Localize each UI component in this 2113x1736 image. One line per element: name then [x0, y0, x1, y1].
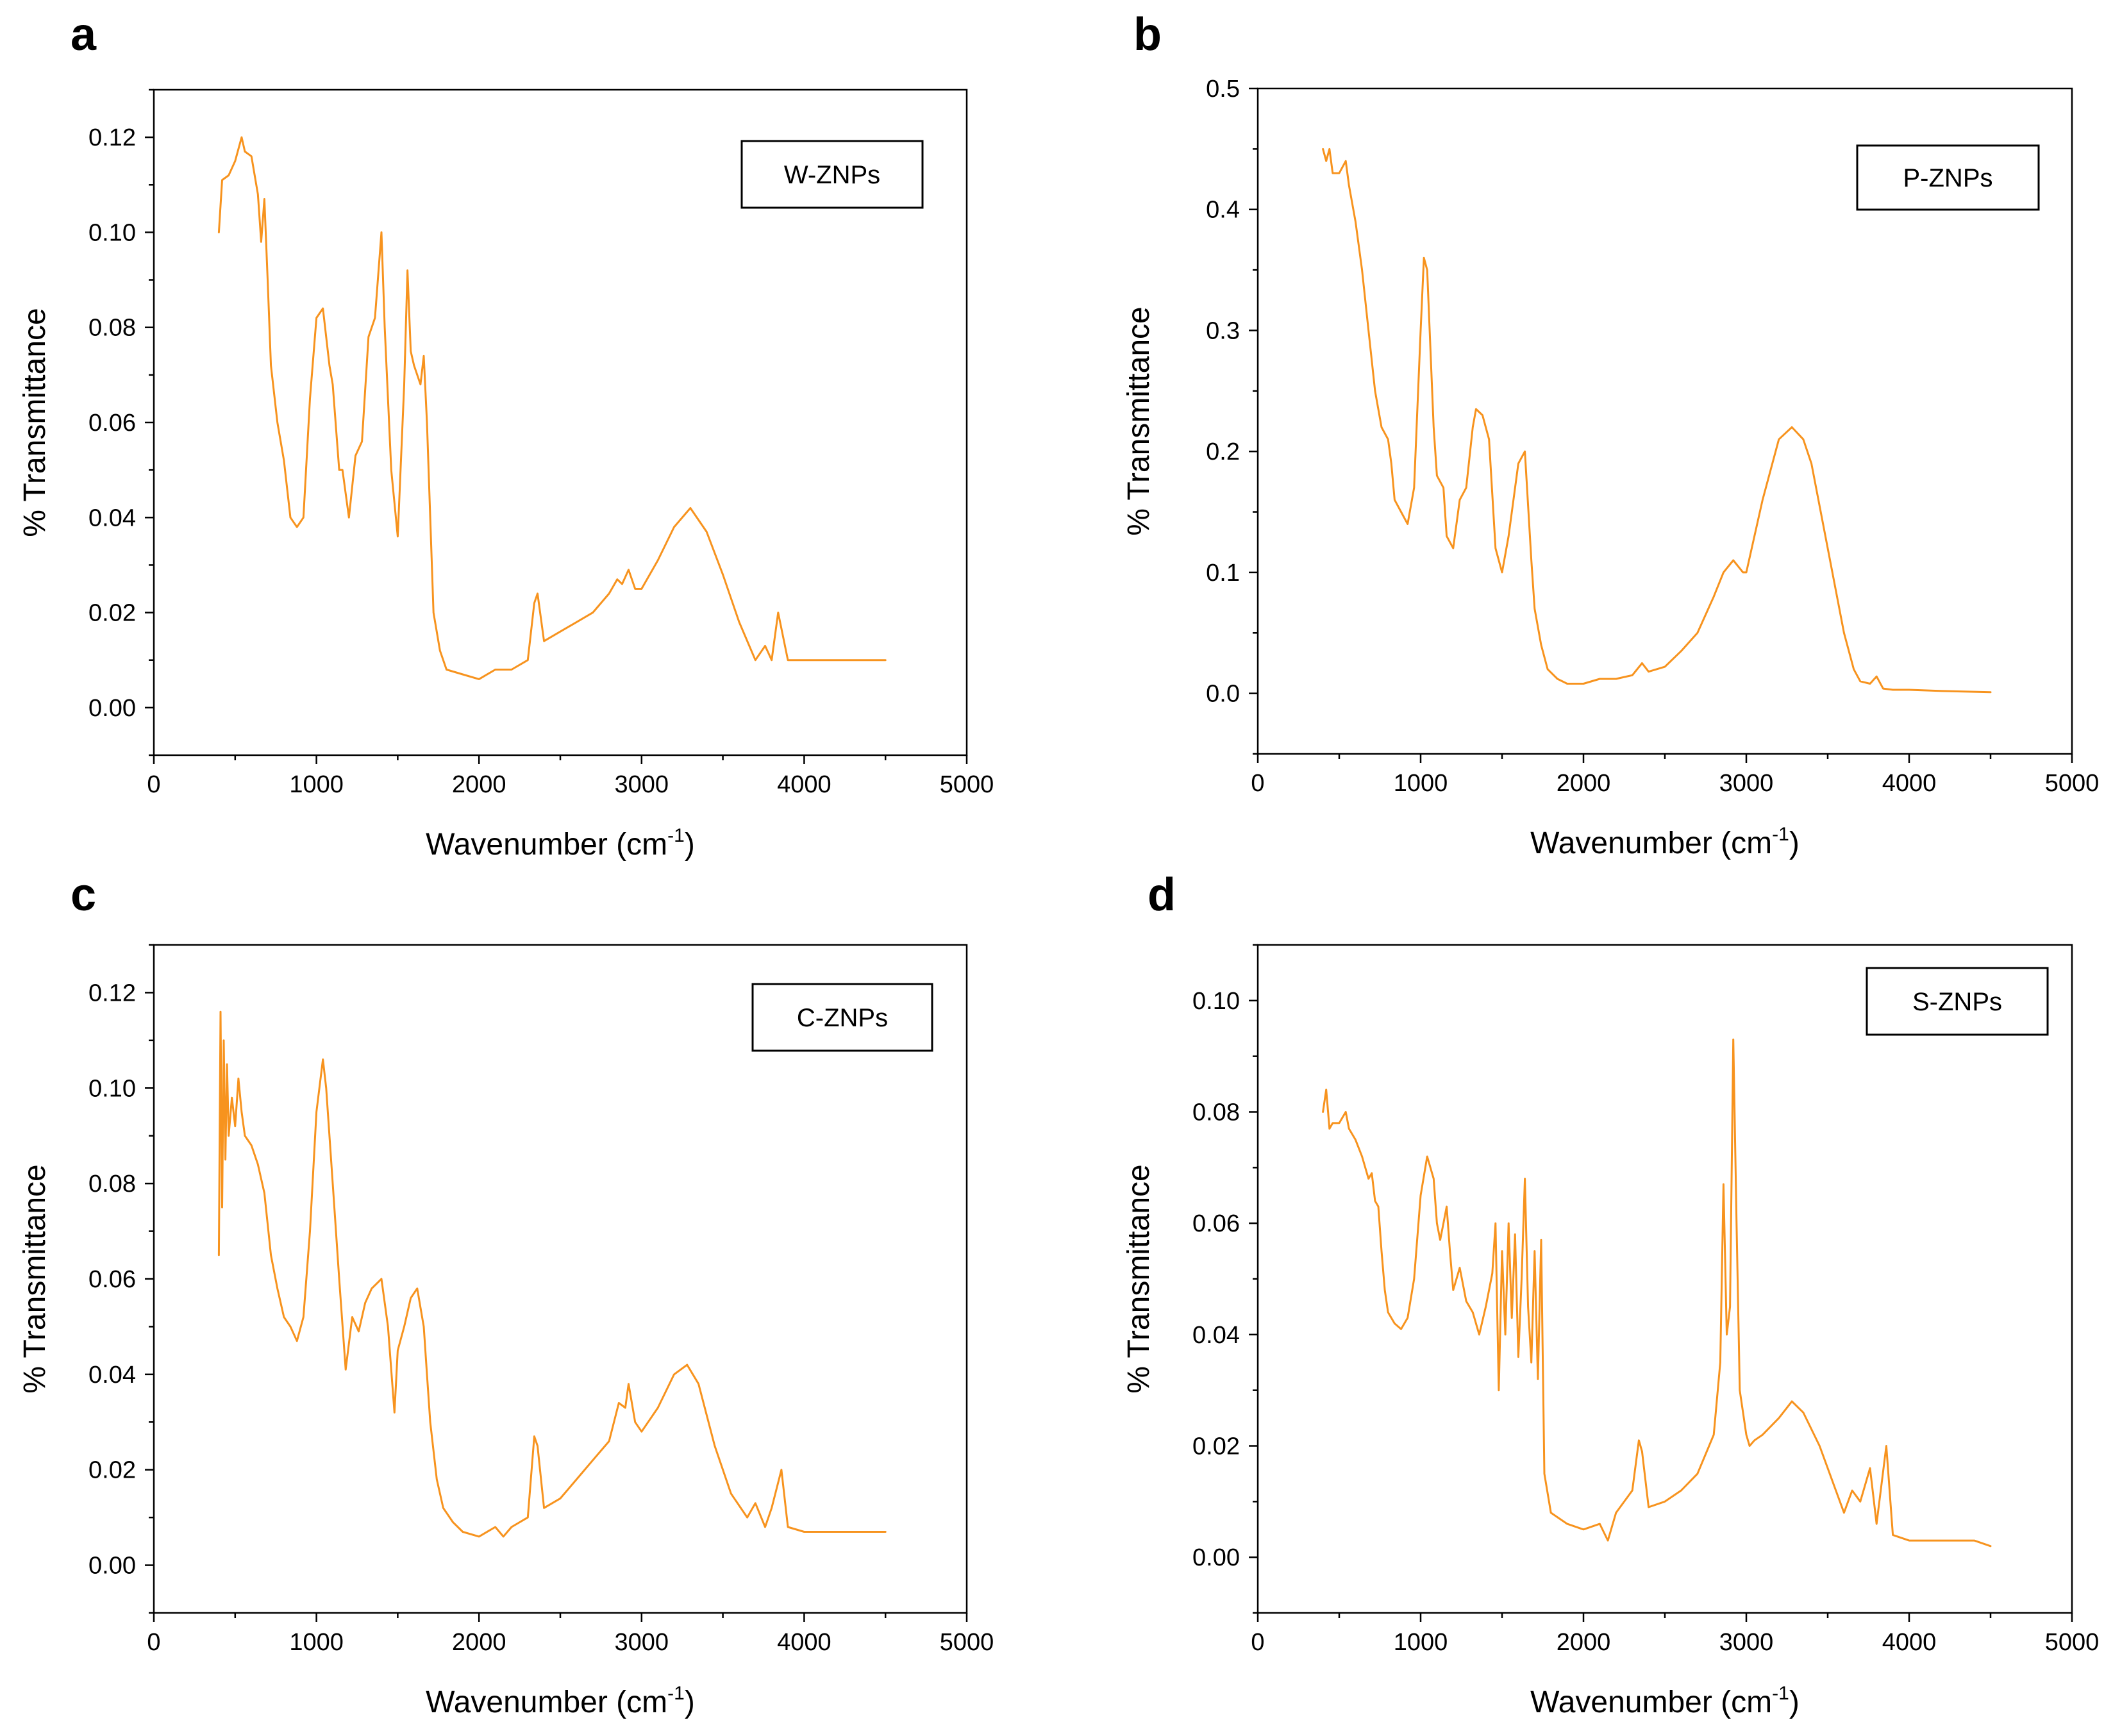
- panel-letter-d: d: [1148, 869, 1176, 921]
- y-axis-title: % Transmittance: [1122, 1164, 1156, 1393]
- y-tick-label: 0.06: [88, 410, 136, 437]
- legend-box: [751, 983, 933, 1052]
- x-tick-label: 0: [147, 1629, 160, 1656]
- series-line-S-ZNPs: [1322, 1039, 1992, 1548]
- plot-frame: [1257, 944, 2073, 1614]
- x-axis-title-end: ): [685, 828, 695, 862]
- x-axis-title-text: Wavenumber (cm: [1530, 826, 1772, 860]
- y-tick-label: 0.1: [1206, 560, 1240, 587]
- series-line-C-ZNPs: [217, 1010, 887, 1538]
- x-axis-title: Wavenumber (cm-1): [426, 825, 695, 862]
- legend-label: C-ZNPs: [797, 1004, 888, 1032]
- x-axis-title-text: Wavenumber (cm: [426, 828, 667, 862]
- legend-box: [1856, 144, 2040, 211]
- y-tick-label: 0.00: [1192, 1544, 1240, 1571]
- panel-letter-a: a: [71, 9, 97, 60]
- y-tick-label: 0.00: [88, 1553, 136, 1580]
- y-tick-label: 0.04: [88, 505, 136, 531]
- legend-box: [740, 140, 924, 209]
- x-tick-label: 0: [1251, 770, 1264, 797]
- x-axis-title-end: ): [1789, 1685, 1800, 1719]
- x-tick-label: 5000: [2045, 1629, 2100, 1656]
- y-tick-label: 0.02: [1192, 1433, 1240, 1460]
- y-tick-label: 0.0: [1206, 681, 1240, 708]
- y-axis-title: % Transmittance: [18, 308, 52, 537]
- x-tick-label: 5000: [940, 1629, 994, 1656]
- y-tick-label: 0.06: [88, 1266, 136, 1293]
- panel-a: a 0 1000 2000 3000 4000 5000 0.00 0.02 0.04 0.06 0…: [18, 9, 994, 862]
- y-tick-label: 0.04: [88, 1362, 136, 1389]
- x-tick-label: 3000: [615, 771, 669, 798]
- y-tick-label: 0.10: [1192, 988, 1240, 1015]
- y-tick-label: 0.5: [1206, 76, 1240, 103]
- x-tick-label: 5000: [940, 771, 994, 798]
- panel-d: d 0 1000 2000 3000 4000 5000 0.00 0.02 0.04 0.06 0…: [1122, 869, 2099, 1719]
- y-tick-label: 0.08: [88, 315, 136, 342]
- x-tick-label: 3000: [1719, 1629, 1774, 1656]
- x-axis-title-end: ): [1789, 826, 1800, 860]
- y-tick-label: 0.12: [88, 124, 136, 151]
- x-tick-label: 4000: [1882, 1629, 1937, 1656]
- x-tick-label: 0: [1251, 1629, 1264, 1656]
- y-tick-label: 0.00: [88, 695, 136, 722]
- series-line-P-ZNPs: [1322, 147, 1992, 694]
- y-tick-label: 0.08: [88, 1171, 136, 1198]
- legend-label: P-ZNPs: [1903, 164, 1993, 192]
- y-tick-label: 0.04: [1192, 1322, 1240, 1349]
- x-axis-title: Wavenumber (cm-1): [426, 1683, 695, 1719]
- legend-label: W-ZNPs: [784, 161, 880, 189]
- x-tick-label: 3000: [615, 1629, 669, 1656]
- x-tick-label: 3000: [1719, 770, 1774, 797]
- y-tick-label: 0.4: [1206, 197, 1240, 224]
- x-axis-title-sup: -1: [1772, 1683, 1789, 1704]
- y-tick-label: 0.10: [88, 1075, 136, 1102]
- y-tick-label: 0.10: [88, 219, 136, 246]
- x-axis-title-text: Wavenumber (cm: [1530, 1685, 1772, 1719]
- x-tick-label: 2000: [452, 1629, 506, 1656]
- x-tick-label: 4000: [777, 771, 831, 798]
- x-axis-title-sup: -1: [667, 1683, 685, 1704]
- x-tick-label: 1000: [1394, 1629, 1448, 1656]
- x-axis-title: Wavenumber (cm-1): [1530, 824, 1800, 860]
- x-axis-title-sup: -1: [1772, 824, 1789, 845]
- x-tick-label: 5000: [2045, 770, 2100, 797]
- y-tick-label: 0.12: [88, 980, 136, 1006]
- legend-box: [1866, 967, 2049, 1036]
- y-tick-label: 0.06: [1192, 1210, 1240, 1237]
- x-tick-label: 2000: [1557, 1629, 1611, 1656]
- x-tick-label: 1000: [289, 771, 344, 798]
- series-line-W-ZNPs: [217, 136, 887, 680]
- x-tick-label: 4000: [1882, 770, 1937, 797]
- x-axis-title-end: ): [685, 1685, 695, 1719]
- y-tick-label: 0.02: [88, 600, 136, 627]
- y-axis-title: % Transmittance: [1122, 306, 1156, 535]
- x-axis-title: Wavenumber (cm-1): [1530, 1683, 1800, 1719]
- y-tick-label: 0.02: [88, 1457, 136, 1484]
- y-tick-label: 0.2: [1206, 438, 1240, 465]
- x-tick-label: 4000: [777, 1629, 831, 1656]
- x-tick-label: 2000: [1557, 770, 1611, 797]
- x-axis-title-sup: -1: [667, 825, 685, 846]
- legend-label: S-ZNPs: [1912, 988, 2002, 1016]
- x-tick-label: 0: [147, 771, 160, 798]
- y-tick-label: 0.3: [1206, 317, 1240, 344]
- panel-letter-b: b: [1133, 9, 1162, 60]
- x-tick-label: 2000: [452, 771, 506, 798]
- x-tick-label: 1000: [289, 1629, 344, 1656]
- panel-b: b 0 1000 2000 3000 4000 5000 0.0 0.1 0.2 0.3 0.4 0.…: [1122, 9, 2099, 860]
- y-tick-label: 0.08: [1192, 1099, 1240, 1126]
- x-axis-title-text: Wavenumber (cm: [426, 1685, 667, 1719]
- y-axis-title: % Transmittance: [18, 1164, 52, 1393]
- panel-c: c 0 1000 2000 3000 4000 5000 0.00 0.02 0.04 0.06 0…: [18, 869, 994, 1719]
- x-tick-label: 1000: [1394, 770, 1448, 797]
- panel-letter-c: c: [71, 869, 96, 921]
